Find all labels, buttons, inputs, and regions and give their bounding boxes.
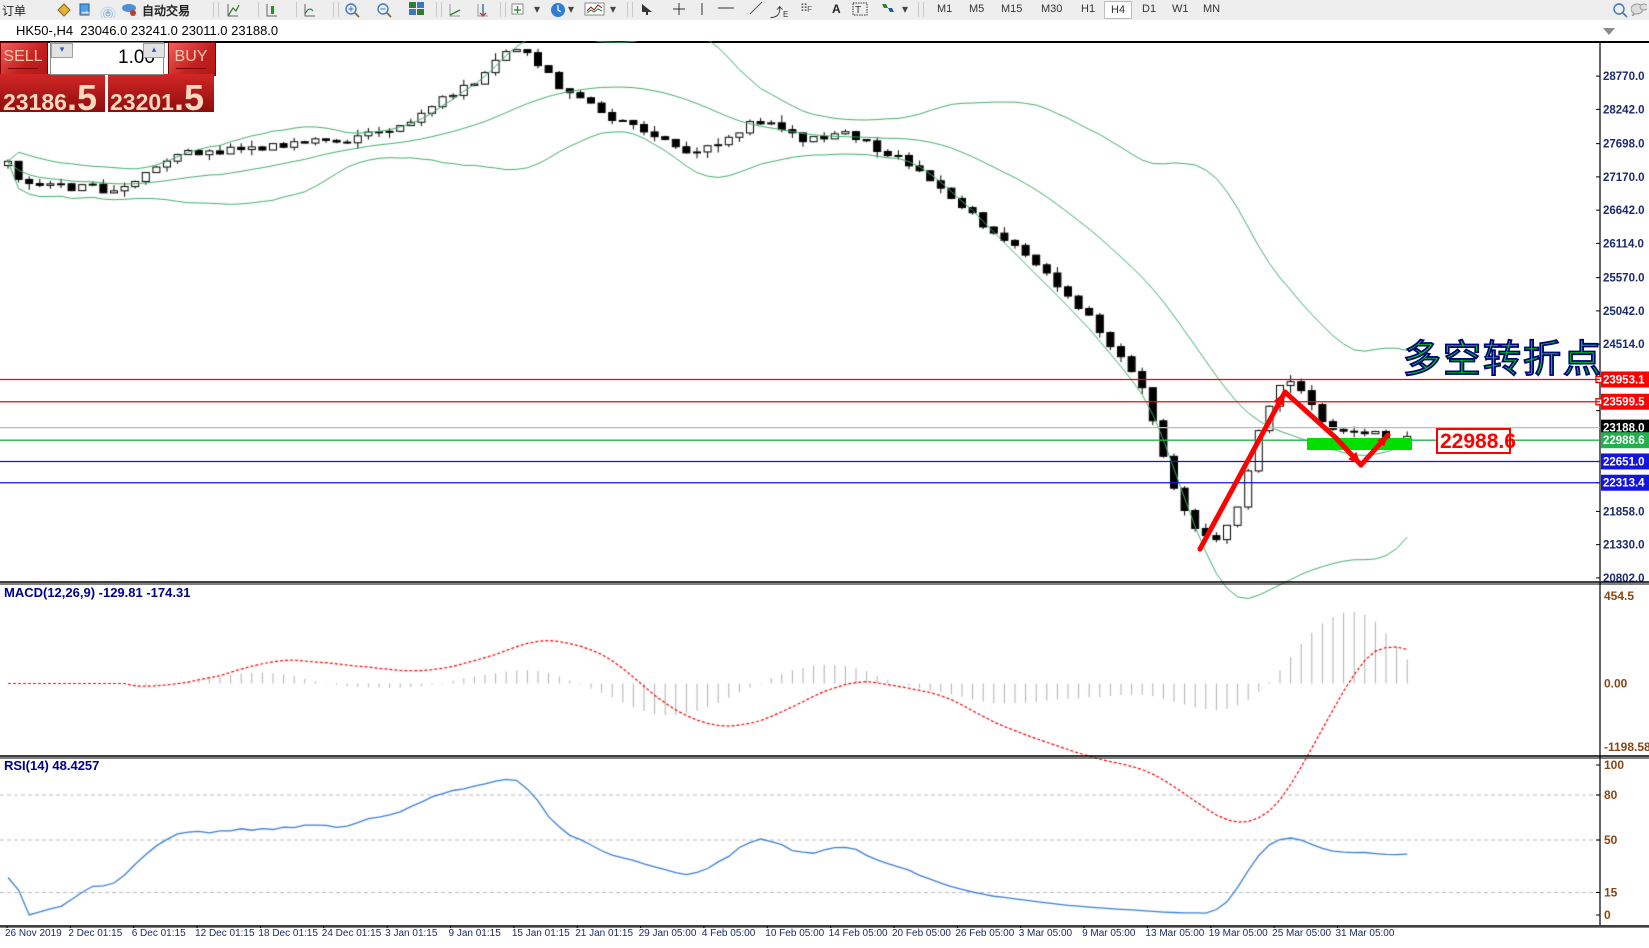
svg-text:21858.0: 21858.0 — [1603, 506, 1645, 518]
svg-text:24514.0: 24514.0 — [1603, 339, 1645, 351]
svg-text:27698.0: 27698.0 — [1603, 139, 1645, 151]
svg-text:27170.0: 27170.0 — [1603, 172, 1645, 184]
svg-text:22988.6: 22988.6 — [1440, 430, 1516, 453]
svg-text:23953.1: 23953.1 — [1603, 374, 1645, 386]
svg-text:22651.0: 22651.0 — [1603, 456, 1645, 468]
svg-text:-1198.58: -1198.58 — [1604, 740, 1649, 754]
svg-text:T: T — [855, 5, 861, 16]
svg-text:23599.5: 23599.5 — [1603, 397, 1645, 409]
svg-text:多空转折点: 多空转折点 — [1403, 339, 1603, 381]
svg-text:26642.0: 26642.0 — [1603, 205, 1645, 217]
svg-text:25570.0: 25570.0 — [1603, 273, 1645, 285]
svg-text:0.00: 0.00 — [1604, 677, 1628, 691]
svg-text:100: 100 — [1604, 758, 1624, 772]
svg-text:15: 15 — [1604, 886, 1618, 900]
svg-text:25042.0: 25042.0 — [1603, 306, 1645, 318]
svg-text:50: 50 — [1604, 833, 1618, 847]
svg-text:21330.0: 21330.0 — [1603, 540, 1645, 552]
svg-text:22313.4: 22313.4 — [1603, 478, 1645, 490]
svg-text:80: 80 — [1604, 788, 1618, 802]
svg-text:454.5: 454.5 — [1604, 589, 1634, 603]
svg-text:0: 0 — [1604, 908, 1611, 922]
svg-text:22988.6: 22988.6 — [1603, 435, 1645, 447]
svg-text:28242.0: 28242.0 — [1603, 104, 1645, 116]
svg-text:26114.0: 26114.0 — [1603, 238, 1644, 250]
svg-text:28770.0: 28770.0 — [1603, 71, 1645, 83]
svg-text:20802.0: 20802.0 — [1603, 573, 1645, 585]
